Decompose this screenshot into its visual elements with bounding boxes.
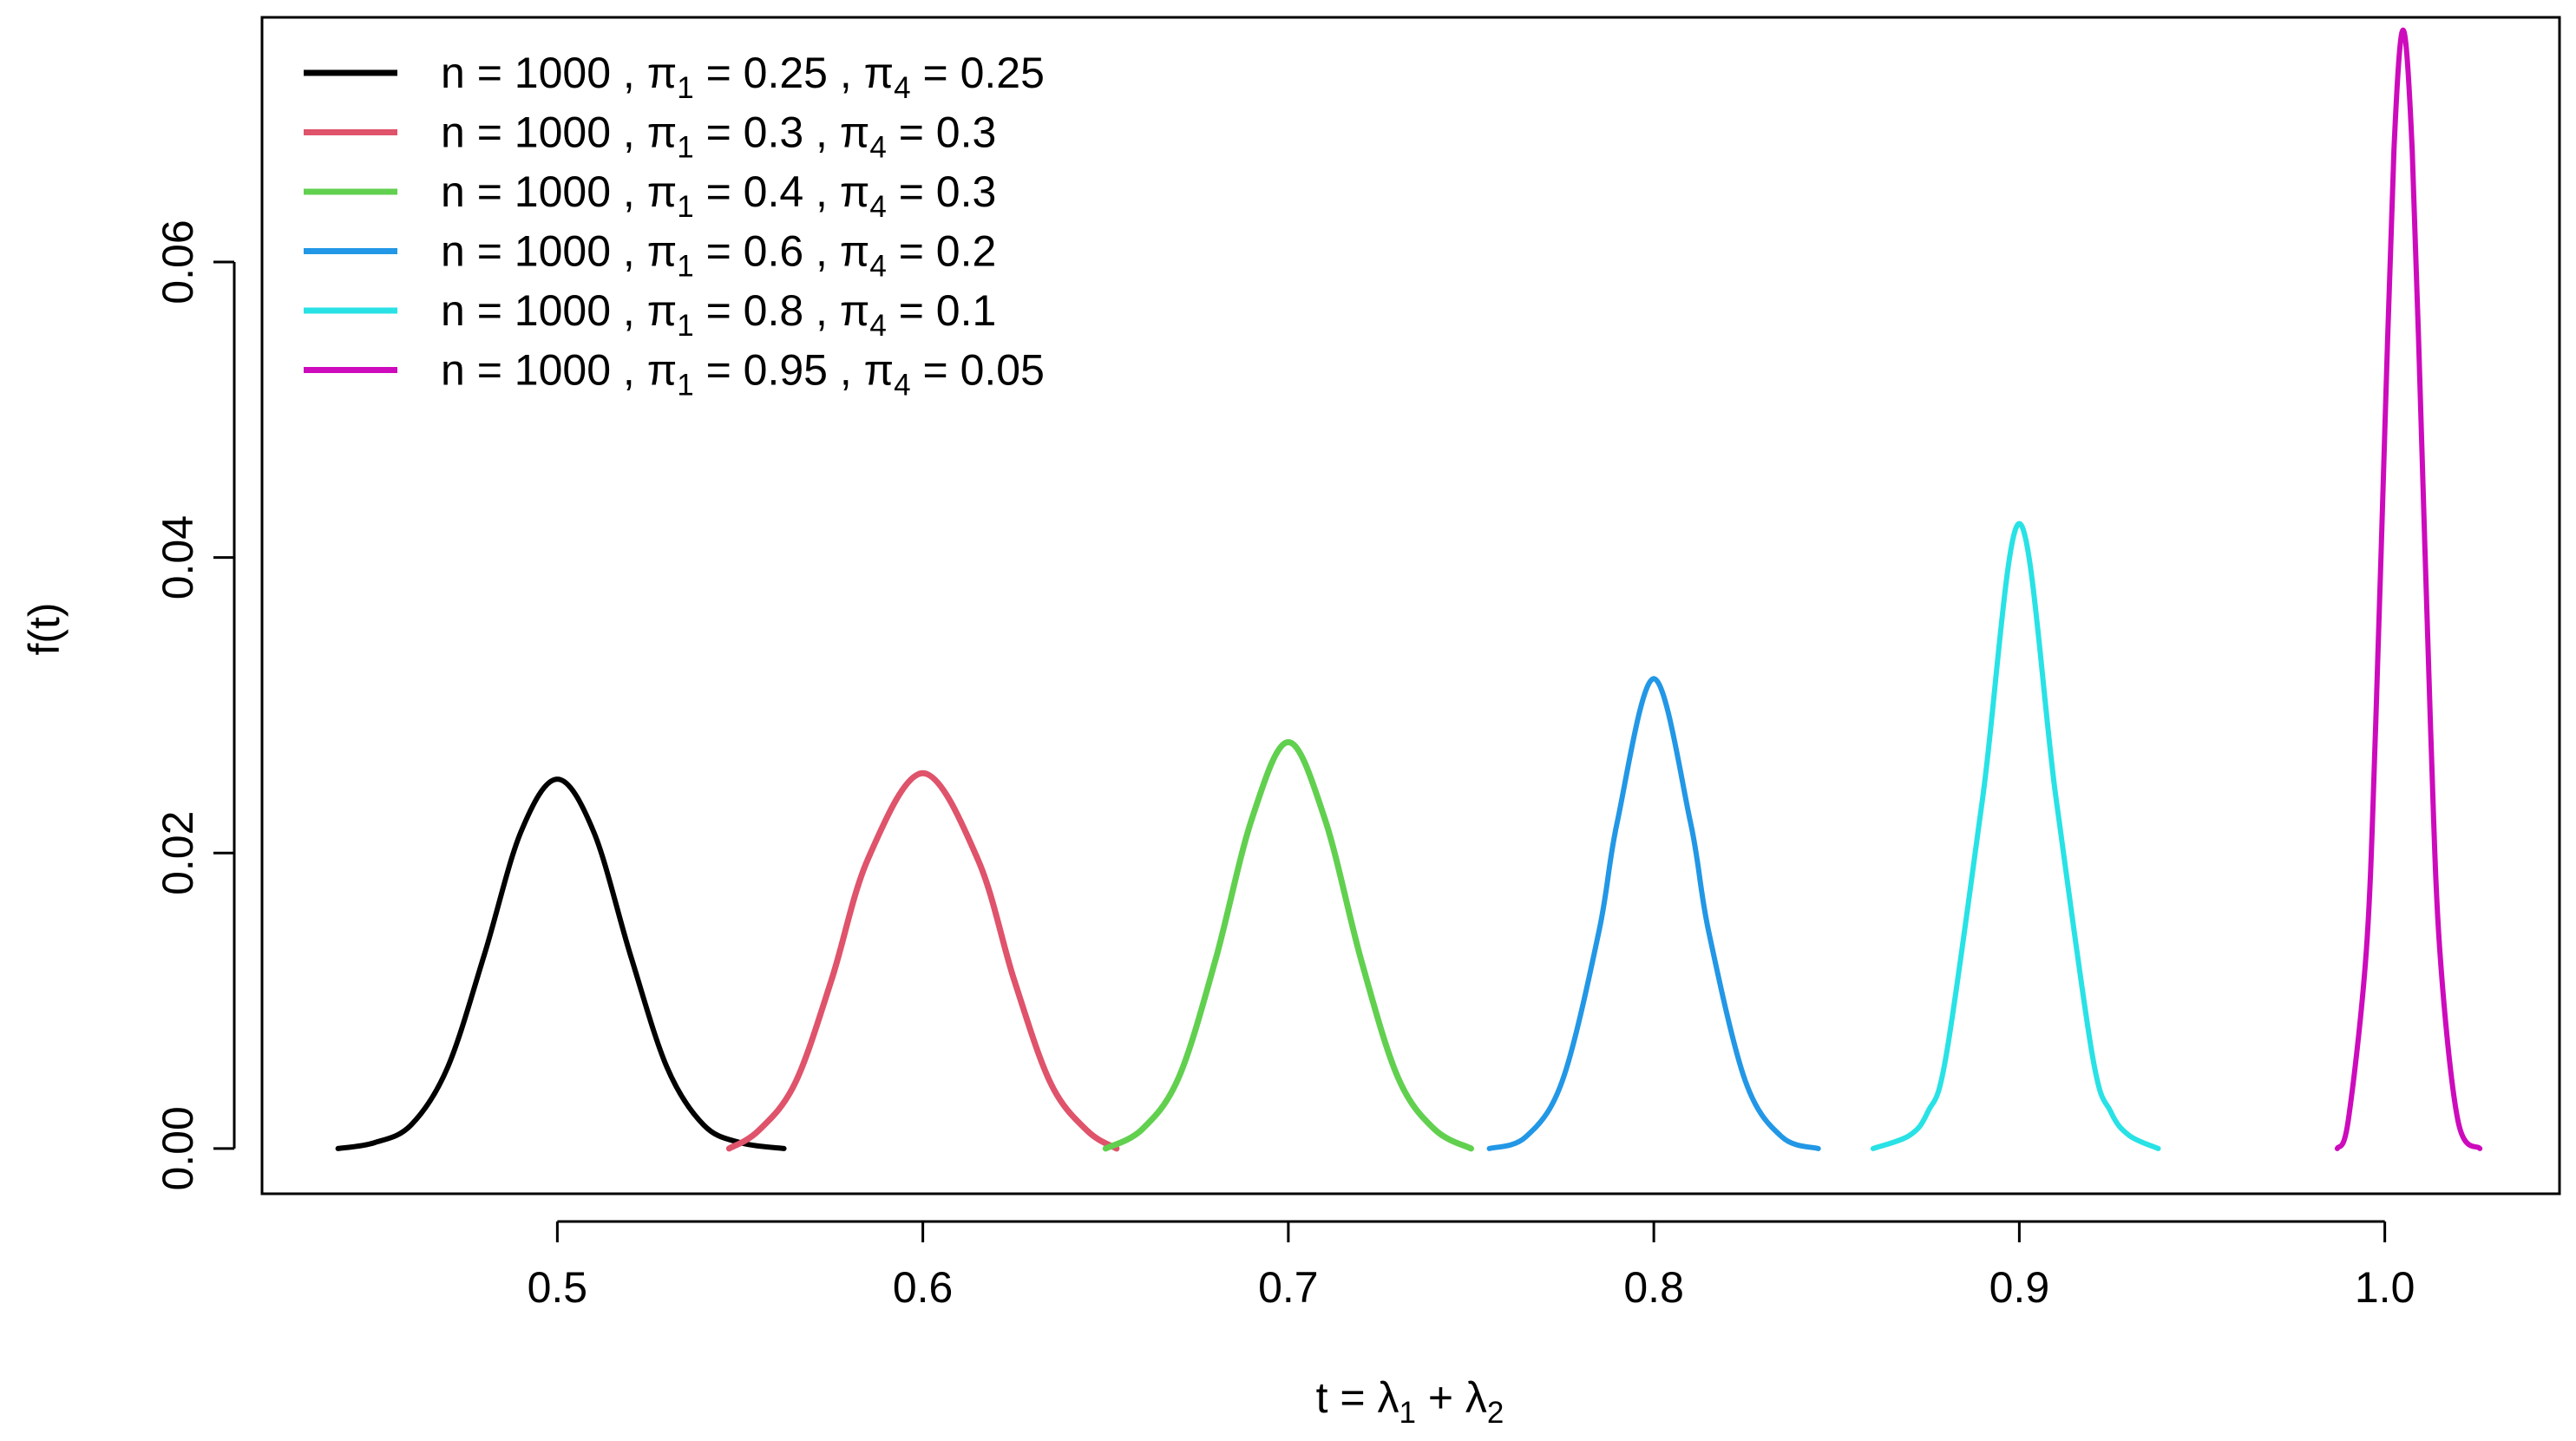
y-tick-label: 0.04 (154, 515, 202, 599)
series-line-4 (1486, 676, 1821, 1151)
x-tick-label: 1.0 (2355, 1263, 2415, 1312)
x-axis-label-plus: + λ (1416, 1373, 1487, 1422)
legend: n = 1000 , π1 = 0.25 , π4 = 0.25n = 1000… (304, 49, 1045, 403)
series-line-3 (1102, 739, 1474, 1152)
legend-label-6: n = 1000 , π1 = 0.95 , π4 = 0.05 (441, 346, 1045, 403)
axes: 0.5 0.6 0.7 0.8 0.9 1.0 0.00 0.02 0.04 0.06 (154, 219, 2415, 1312)
x-axis-label: t = λ1 + λ2 (1316, 1373, 1504, 1430)
x-axis-label-prefix: t = λ (1316, 1373, 1399, 1422)
plot-frame (260, 16, 2561, 1195)
x-tick-label: 0.5 (528, 1263, 588, 1312)
legend-label-1: n = 1000 , π1 = 0.25 , π4 = 0.25 (441, 49, 1045, 105)
legend-label-2: n = 1000 , π1 = 0.3 , π4 = 0.3 (441, 108, 996, 165)
x-tick-label: 0.6 (893, 1263, 954, 1312)
legend-label-3: n = 1000 , π1 = 0.4 , π4 = 0.3 (441, 167, 996, 224)
x-tick-label: 0.8 (1623, 1263, 1684, 1312)
legend-label-4: n = 1000 , π1 = 0.6 , π4 = 0.2 (441, 227, 996, 284)
x-axis-label-sub2: 2 (1487, 1396, 1504, 1430)
curves (335, 27, 2483, 1152)
y-axis-label: f(t) (20, 602, 69, 655)
series-line-2 (725, 770, 1120, 1152)
series-line-5 (1870, 521, 2161, 1151)
y-tick-label: 0.00 (154, 1106, 202, 1190)
series-line-1 (335, 776, 787, 1151)
x-tick-label: 0.9 (1989, 1263, 2050, 1312)
x-tick-label: 0.7 (1258, 1263, 1319, 1312)
series-line-6 (2334, 27, 2483, 1151)
legend-label-5: n = 1000 , π1 = 0.8 , π4 = 0.1 (441, 286, 996, 343)
y-tick-label: 0.06 (154, 219, 202, 304)
x-axis-label-sub1: 1 (1399, 1396, 1415, 1430)
plot-area (260, 16, 2561, 1195)
y-tick-label: 0.02 (154, 811, 202, 895)
